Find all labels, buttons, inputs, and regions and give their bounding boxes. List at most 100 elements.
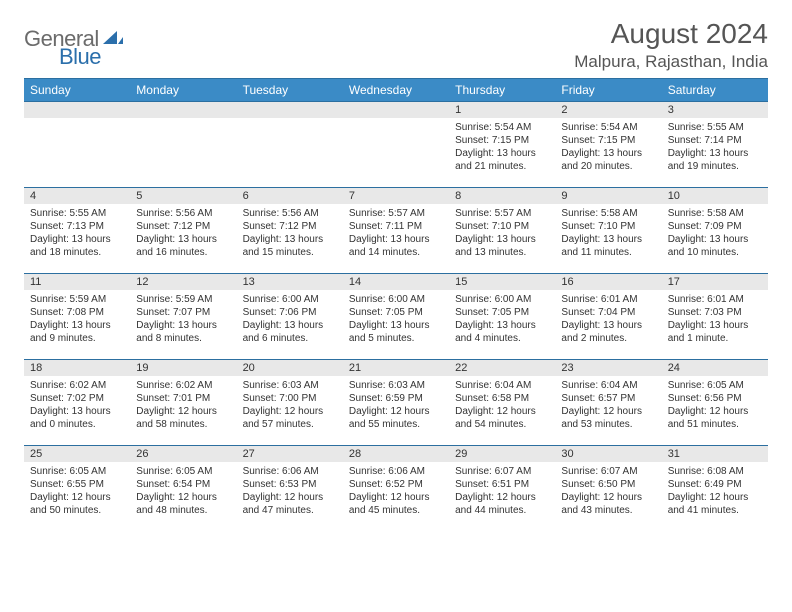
day-detail-line: Daylight: 13 hours (668, 147, 762, 160)
day-detail-line: Sunrise: 5:56 AM (136, 207, 230, 220)
day-detail-line: Sunrise: 6:00 AM (349, 293, 443, 306)
calendar-day-cell: 11Sunrise: 5:59 AMSunset: 7:08 PMDayligh… (24, 273, 130, 359)
day-detail-line: Sunrise: 6:04 AM (455, 379, 549, 392)
calendar-day-cell: 23Sunrise: 6:04 AMSunset: 6:57 PMDayligh… (555, 359, 661, 445)
day-number: 23 (555, 359, 661, 376)
day-detail-line: Daylight: 13 hours (455, 319, 549, 332)
day-detail-line: and 11 minutes. (561, 246, 655, 259)
day-number: 24 (662, 359, 768, 376)
day-detail-line: Daylight: 13 hours (243, 233, 337, 246)
day-number: 27 (237, 445, 343, 462)
header-row: General August 2024 Malpura, Rajasthan, … (24, 18, 768, 72)
calendar-day-cell: 8Sunrise: 5:57 AMSunset: 7:10 PMDaylight… (449, 187, 555, 273)
calendar-week-row: 1Sunrise: 5:54 AMSunset: 7:15 PMDaylight… (24, 101, 768, 187)
day-detail-line: Sunset: 6:51 PM (455, 478, 549, 491)
day-detail-line: Sunrise: 6:03 AM (243, 379, 337, 392)
calendar-day-cell: 19Sunrise: 6:02 AMSunset: 7:01 PMDayligh… (130, 359, 236, 445)
day-detail-line: Sunset: 6:52 PM (349, 478, 443, 491)
day-details: Sunrise: 5:58 AMSunset: 7:09 PMDaylight:… (662, 204, 768, 263)
day-details (24, 118, 130, 125)
day-detail-line: Sunrise: 6:03 AM (349, 379, 443, 392)
day-details: Sunrise: 5:54 AMSunset: 7:15 PMDaylight:… (449, 118, 555, 177)
day-detail-line: Sunrise: 5:55 AM (668, 121, 762, 134)
calendar-day-cell: 4Sunrise: 5:55 AMSunset: 7:13 PMDaylight… (24, 187, 130, 273)
day-details: Sunrise: 6:07 AMSunset: 6:51 PMDaylight:… (449, 462, 555, 521)
page-title: August 2024 (574, 18, 768, 50)
day-number: 6 (237, 187, 343, 204)
day-number: 17 (662, 273, 768, 290)
day-detail-line: Sunset: 7:15 PM (561, 134, 655, 147)
day-detail-line: Daylight: 13 hours (668, 233, 762, 246)
day-detail-line: and 51 minutes. (668, 418, 762, 431)
day-header: Thursday (449, 79, 555, 102)
calendar-day-cell: 10Sunrise: 5:58 AMSunset: 7:09 PMDayligh… (662, 187, 768, 273)
day-detail-line: Daylight: 13 hours (30, 405, 124, 418)
day-detail-line: and 15 minutes. (243, 246, 337, 259)
calendar-day-cell: 6Sunrise: 5:56 AMSunset: 7:12 PMDaylight… (237, 187, 343, 273)
day-detail-line: Sunrise: 6:01 AM (561, 293, 655, 306)
day-number: 9 (555, 187, 661, 204)
day-detail-line: Sunrise: 6:05 AM (30, 465, 124, 478)
day-detail-line: Daylight: 13 hours (30, 233, 124, 246)
day-detail-line: Sunset: 7:00 PM (243, 392, 337, 405)
day-details (343, 118, 449, 125)
day-details: Sunrise: 6:00 AMSunset: 7:05 PMDaylight:… (343, 290, 449, 349)
day-detail-line: Sunrise: 6:02 AM (30, 379, 124, 392)
day-detail-line: Daylight: 12 hours (349, 405, 443, 418)
day-details: Sunrise: 6:04 AMSunset: 6:58 PMDaylight:… (449, 376, 555, 435)
day-details: Sunrise: 5:57 AMSunset: 7:11 PMDaylight:… (343, 204, 449, 263)
calendar-day-cell: 3Sunrise: 5:55 AMSunset: 7:14 PMDaylight… (662, 101, 768, 187)
day-detail-line: Sunrise: 5:58 AM (668, 207, 762, 220)
day-detail-line: Daylight: 12 hours (455, 405, 549, 418)
day-detail-line: and 18 minutes. (30, 246, 124, 259)
calendar-day-cell: 14Sunrise: 6:00 AMSunset: 7:05 PMDayligh… (343, 273, 449, 359)
logo-text-b: Blue (59, 44, 101, 70)
day-details: Sunrise: 6:01 AMSunset: 7:03 PMDaylight:… (662, 290, 768, 349)
day-detail-line: Sunset: 7:04 PM (561, 306, 655, 319)
day-details: Sunrise: 6:06 AMSunset: 6:52 PMDaylight:… (343, 462, 449, 521)
day-number (343, 101, 449, 118)
day-number: 5 (130, 187, 236, 204)
logo-sail-icon (103, 29, 123, 50)
day-details: Sunrise: 6:06 AMSunset: 6:53 PMDaylight:… (237, 462, 343, 521)
day-detail-line: and 50 minutes. (30, 504, 124, 517)
day-detail-line: Sunrise: 6:02 AM (136, 379, 230, 392)
day-number: 7 (343, 187, 449, 204)
day-number: 26 (130, 445, 236, 462)
day-details: Sunrise: 5:56 AMSunset: 7:12 PMDaylight:… (237, 204, 343, 263)
day-detail-line: Sunset: 6:56 PM (668, 392, 762, 405)
day-details (237, 118, 343, 125)
day-detail-line: Sunrise: 6:00 AM (455, 293, 549, 306)
calendar-day-cell: 30Sunrise: 6:07 AMSunset: 6:50 PMDayligh… (555, 445, 661, 531)
day-details: Sunrise: 5:59 AMSunset: 7:07 PMDaylight:… (130, 290, 236, 349)
day-detail-line: Daylight: 12 hours (668, 491, 762, 504)
calendar-day-cell: 26Sunrise: 6:05 AMSunset: 6:54 PMDayligh… (130, 445, 236, 531)
day-detail-line: and 9 minutes. (30, 332, 124, 345)
day-detail-line: and 14 minutes. (349, 246, 443, 259)
calendar-day-cell: 27Sunrise: 6:06 AMSunset: 6:53 PMDayligh… (237, 445, 343, 531)
day-detail-line: and 16 minutes. (136, 246, 230, 259)
day-details: Sunrise: 6:02 AMSunset: 7:01 PMDaylight:… (130, 376, 236, 435)
day-detail-line: Sunrise: 6:07 AM (561, 465, 655, 478)
calendar-table: Sunday Monday Tuesday Wednesday Thursday… (24, 78, 768, 531)
day-details: Sunrise: 6:05 AMSunset: 6:55 PMDaylight:… (24, 462, 130, 521)
calendar-day-cell: 2Sunrise: 5:54 AMSunset: 7:15 PMDaylight… (555, 101, 661, 187)
calendar-day-cell: 1Sunrise: 5:54 AMSunset: 7:15 PMDaylight… (449, 101, 555, 187)
calendar-day-cell: 13Sunrise: 6:00 AMSunset: 7:06 PMDayligh… (237, 273, 343, 359)
day-number: 25 (24, 445, 130, 462)
day-number: 31 (662, 445, 768, 462)
day-detail-line: and 20 minutes. (561, 160, 655, 173)
day-detail-line: Sunrise: 5:54 AM (455, 121, 549, 134)
calendar-day-cell: 7Sunrise: 5:57 AMSunset: 7:11 PMDaylight… (343, 187, 449, 273)
day-number: 14 (343, 273, 449, 290)
day-details: Sunrise: 5:57 AMSunset: 7:10 PMDaylight:… (449, 204, 555, 263)
day-number: 29 (449, 445, 555, 462)
day-detail-line: Sunset: 7:12 PM (136, 220, 230, 233)
day-detail-line: and 55 minutes. (349, 418, 443, 431)
day-detail-line: Daylight: 12 hours (561, 491, 655, 504)
day-number: 13 (237, 273, 343, 290)
calendar-day-cell: 24Sunrise: 6:05 AMSunset: 6:56 PMDayligh… (662, 359, 768, 445)
day-detail-line: and 48 minutes. (136, 504, 230, 517)
day-detail-line: and 13 minutes. (455, 246, 549, 259)
calendar-day-cell (343, 101, 449, 187)
